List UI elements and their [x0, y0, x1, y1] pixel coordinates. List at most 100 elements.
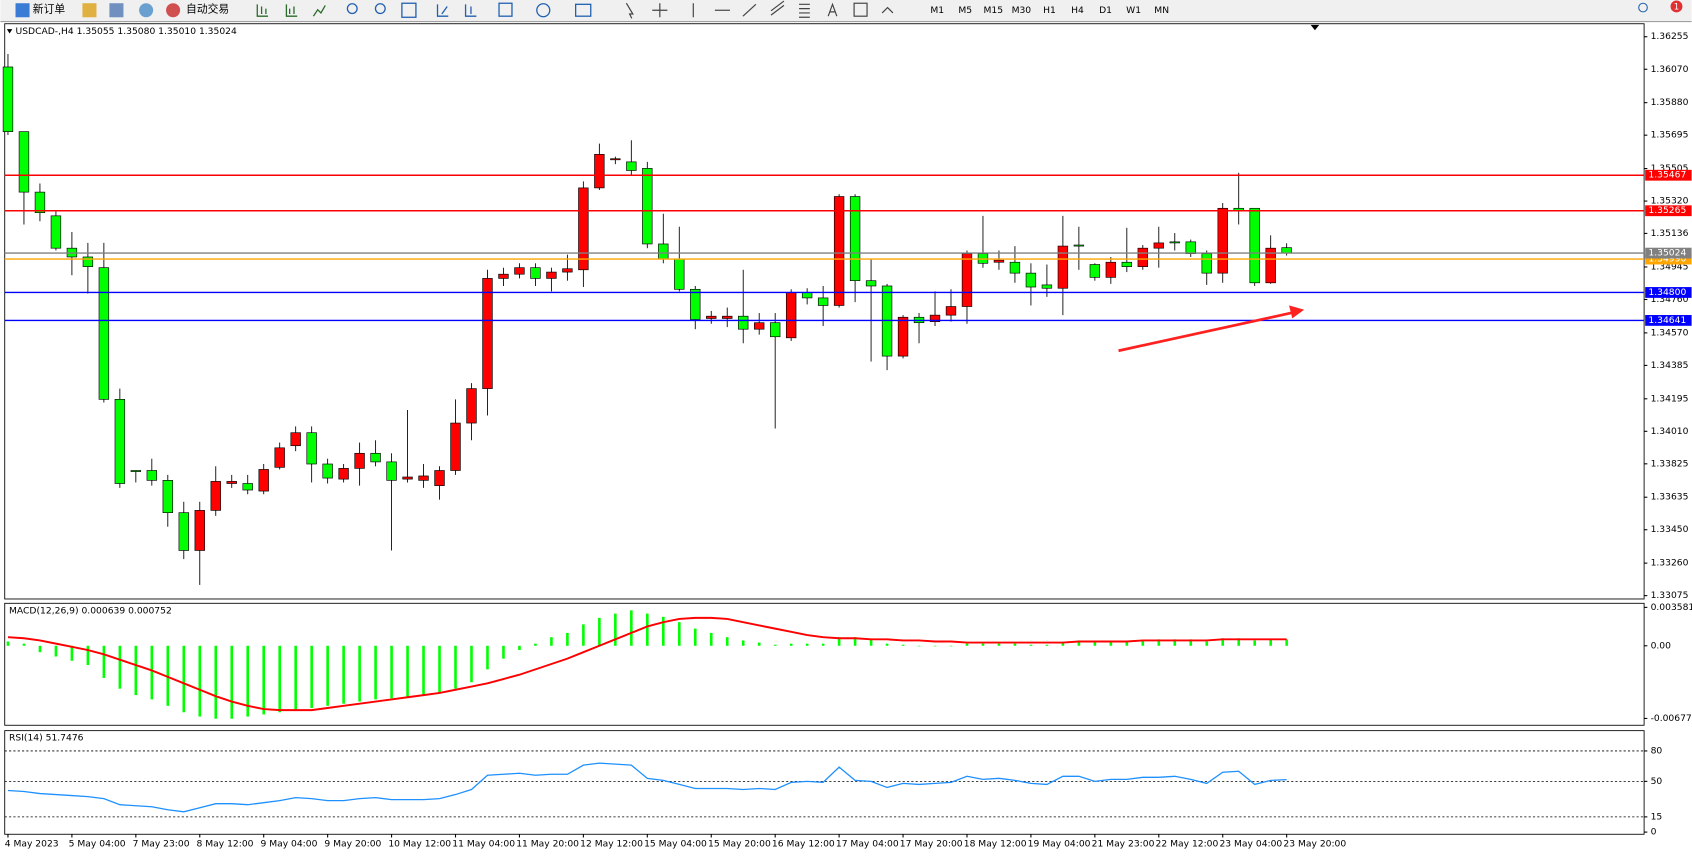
tool-icon[interactable]: [82, 3, 97, 18]
candle-body: [546, 271, 557, 279]
macd-bar: [693, 628, 697, 646]
candle-body: [642, 168, 653, 245]
timeframe-button[interactable]: H4: [1071, 5, 1084, 16]
timeframe-button[interactable]: MN: [1154, 5, 1169, 16]
macd-bar: [1077, 640, 1081, 646]
macd-bar: [773, 644, 777, 646]
x-tick-label: 4 May 2023: [5, 838, 59, 849]
templates-icon[interactable]: [575, 3, 592, 17]
text-icon[interactable]: [827, 2, 838, 17]
candle-body: [146, 470, 157, 481]
macd-bar: [598, 617, 601, 646]
macd-bar: [358, 645, 361, 702]
candle-body: [18, 131, 30, 193]
macd-bar: [1189, 639, 1193, 646]
auto-trade-icon[interactable]: [166, 3, 181, 18]
candle-body: [50, 215, 62, 249]
fibo-icon[interactable]: [799, 3, 810, 18]
candle-body: [865, 280, 877, 287]
macd-bar: [1029, 644, 1033, 646]
y-tick-label: 1.35695: [1651, 130, 1689, 141]
line-icon[interactable]: [312, 5, 326, 17]
y-tick-label: 0.003581: [1651, 602, 1692, 613]
periods-icon[interactable]: [536, 3, 551, 18]
candle-body: [706, 315, 717, 319]
timeframe-button[interactable]: M1: [930, 5, 944, 16]
candle-body: [833, 196, 845, 306]
price-label: 1.34990: [1648, 254, 1686, 265]
candle-body: [1073, 244, 1085, 247]
crosshair-icon[interactable]: [652, 3, 668, 18]
candle-body: [897, 316, 909, 357]
x-tick-label: 7 May 23:00: [133, 838, 190, 849]
candle-body: [114, 399, 126, 484]
timeframe-button[interactable]: M30: [1012, 5, 1032, 16]
candle-body: [178, 512, 189, 551]
new-order-icon[interactable]: [15, 3, 30, 18]
label-icon[interactable]: [853, 2, 868, 17]
macd-bar: [917, 645, 921, 647]
macd-bar: [757, 642, 761, 646]
price-label-bg: [1645, 315, 1692, 326]
bar-chart-icon[interactable]: [256, 4, 269, 17]
candle-body: [738, 315, 749, 330]
macd-bar: [390, 645, 393, 699]
timeframe-button[interactable]: M5: [958, 5, 972, 16]
y-tick-label: 15: [1651, 811, 1663, 822]
macd-bar: [326, 645, 329, 706]
candle-body: [1121, 261, 1132, 267]
arrows-icon[interactable]: [881, 6, 894, 14]
tool-icon[interactable]: [139, 3, 154, 18]
indicators-icon[interactable]: [498, 2, 513, 17]
channel-icon[interactable]: [770, 0, 785, 16]
cursor-icon[interactable]: [625, 2, 634, 19]
candle-body: [961, 253, 973, 307]
macd-bar: [741, 640, 745, 646]
macd-bar: [1013, 643, 1017, 646]
macd-bar: [630, 610, 633, 646]
x-tick-label: 9 May 04:00: [260, 838, 317, 849]
macd-bar: [869, 639, 873, 646]
timeframe-button[interactable]: H1: [1043, 5, 1056, 16]
candle-body: [34, 191, 46, 214]
price-label: 1.35467: [1648, 170, 1686, 181]
new-order-button[interactable]: 新订单: [33, 3, 66, 16]
shift-icon[interactable]: [464, 4, 477, 17]
candle-body: [754, 322, 765, 330]
macd-bar: [550, 637, 553, 646]
candle-body: [1105, 261, 1117, 278]
auto-trade-button[interactable]: 自动交易: [186, 3, 229, 16]
zoom-out-icon[interactable]: [374, 3, 386, 15]
main-panel: [4, 23, 1645, 600]
notification-badge[interactable]: [1670, 0, 1683, 13]
macd-bar: [454, 645, 457, 689]
price-label: 1.34800: [1648, 287, 1686, 298]
panel-title: USDCAD-,H4 1.35055 1.35080 1.35010 1.350…: [16, 26, 237, 37]
search-icon[interactable]: [1638, 2, 1648, 13]
price-label-bg: [1645, 205, 1692, 217]
symbol-menu[interactable]: [6, 29, 13, 34]
macd-bar: [646, 613, 649, 646]
tool-icon[interactable]: [109, 3, 124, 18]
candle-body: [306, 432, 317, 465]
zoom-in-icon[interactable]: [346, 3, 358, 15]
macd-bar: [1173, 639, 1177, 646]
candle-body: [817, 297, 829, 306]
candle-body: [402, 476, 413, 480]
timeframe-button[interactable]: W1: [1126, 5, 1141, 16]
annotation-arrow: [1118, 305, 1305, 353]
timeframe-button[interactable]: M15: [984, 5, 1004, 16]
shift-marker: [1310, 24, 1320, 31]
autoscroll-icon[interactable]: [436, 4, 449, 17]
trendline-icon[interactable]: [742, 3, 757, 17]
macd-bar: [965, 643, 969, 646]
candle-icon[interactable]: [285, 4, 298, 17]
macd-bar: [54, 645, 58, 657]
tile-icon[interactable]: [401, 2, 417, 18]
macd-bar: [709, 632, 713, 646]
y-tick-label: 1.33260: [1651, 558, 1689, 569]
candle-body: [418, 475, 429, 481]
candle-body: [1041, 284, 1053, 289]
timeframe-button[interactable]: D1: [1099, 5, 1112, 16]
